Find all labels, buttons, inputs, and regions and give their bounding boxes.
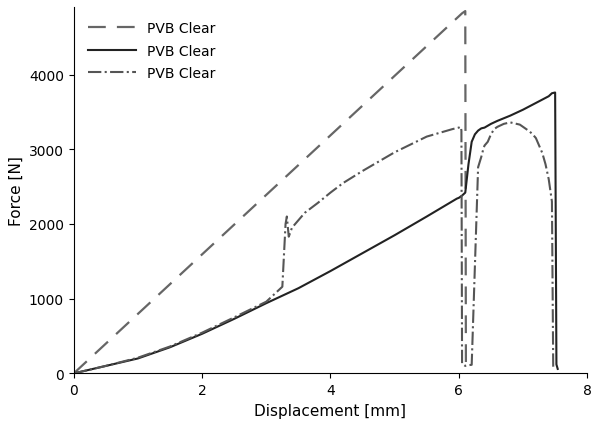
Y-axis label: Force [N]: Force [N] — [8, 156, 23, 226]
X-axis label: Displacement [mm]: Displacement [mm] — [254, 403, 406, 417]
Legend: PVB Clear, PVB Clear, PVB Clear: PVB Clear, PVB Clear, PVB Clear — [80, 15, 223, 88]
